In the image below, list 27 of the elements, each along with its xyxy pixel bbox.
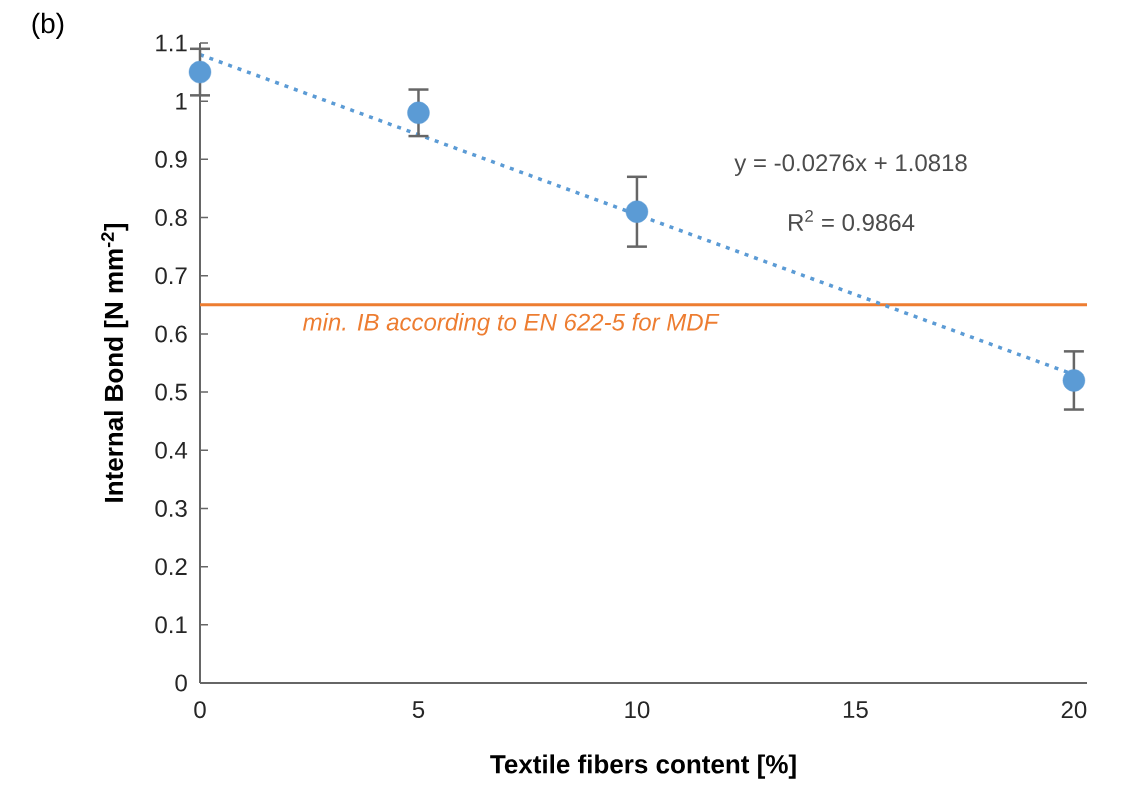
y-tick-label: 0.8 (155, 209, 187, 227)
y-tick-label: 0 (175, 674, 187, 692)
point (407, 101, 430, 125)
y-tick-label: 0.4 (155, 441, 188, 459)
y-tick-label: 0.7 (155, 267, 187, 285)
text: (b) (32, 12, 64, 39)
y-tick-label: 0.5 (155, 383, 187, 401)
annotation: y = -0.0276x + 1.0818 (734, 154, 967, 177)
y-tick-label: 0.1 (155, 616, 187, 634)
ref-line-label: min. IB according to EN 622-5 for MDF (302, 313, 720, 336)
point (625, 200, 649, 223)
x-tick-label: 5 (412, 701, 425, 718)
annotation: R$^{2}$ = 0.9864 (789, 209, 915, 231)
point (1062, 369, 1086, 392)
x-tick-label: 10 (625, 701, 650, 719)
point (188, 60, 212, 84)
x-axis-title: Textile fibers content [%] (490, 754, 796, 779)
y-axis-title: Internal Bond [N mm$^{-2}$] (101, 223, 129, 502)
x-tick-label: 20 (1061, 701, 1087, 719)
y-tick-label: 0.3 (155, 499, 187, 517)
y-tick-label: 0.9 (155, 150, 187, 168)
y-tick-label: 1.1 (156, 34, 187, 52)
y-tick-label: 0.2 (155, 558, 187, 576)
y-tick-label: 0.6 (155, 325, 187, 343)
x-tick-label: 15 (843, 701, 868, 718)
y-tick-label: 1 (176, 92, 187, 110)
x-tick-label: 0 (194, 701, 206, 719)
